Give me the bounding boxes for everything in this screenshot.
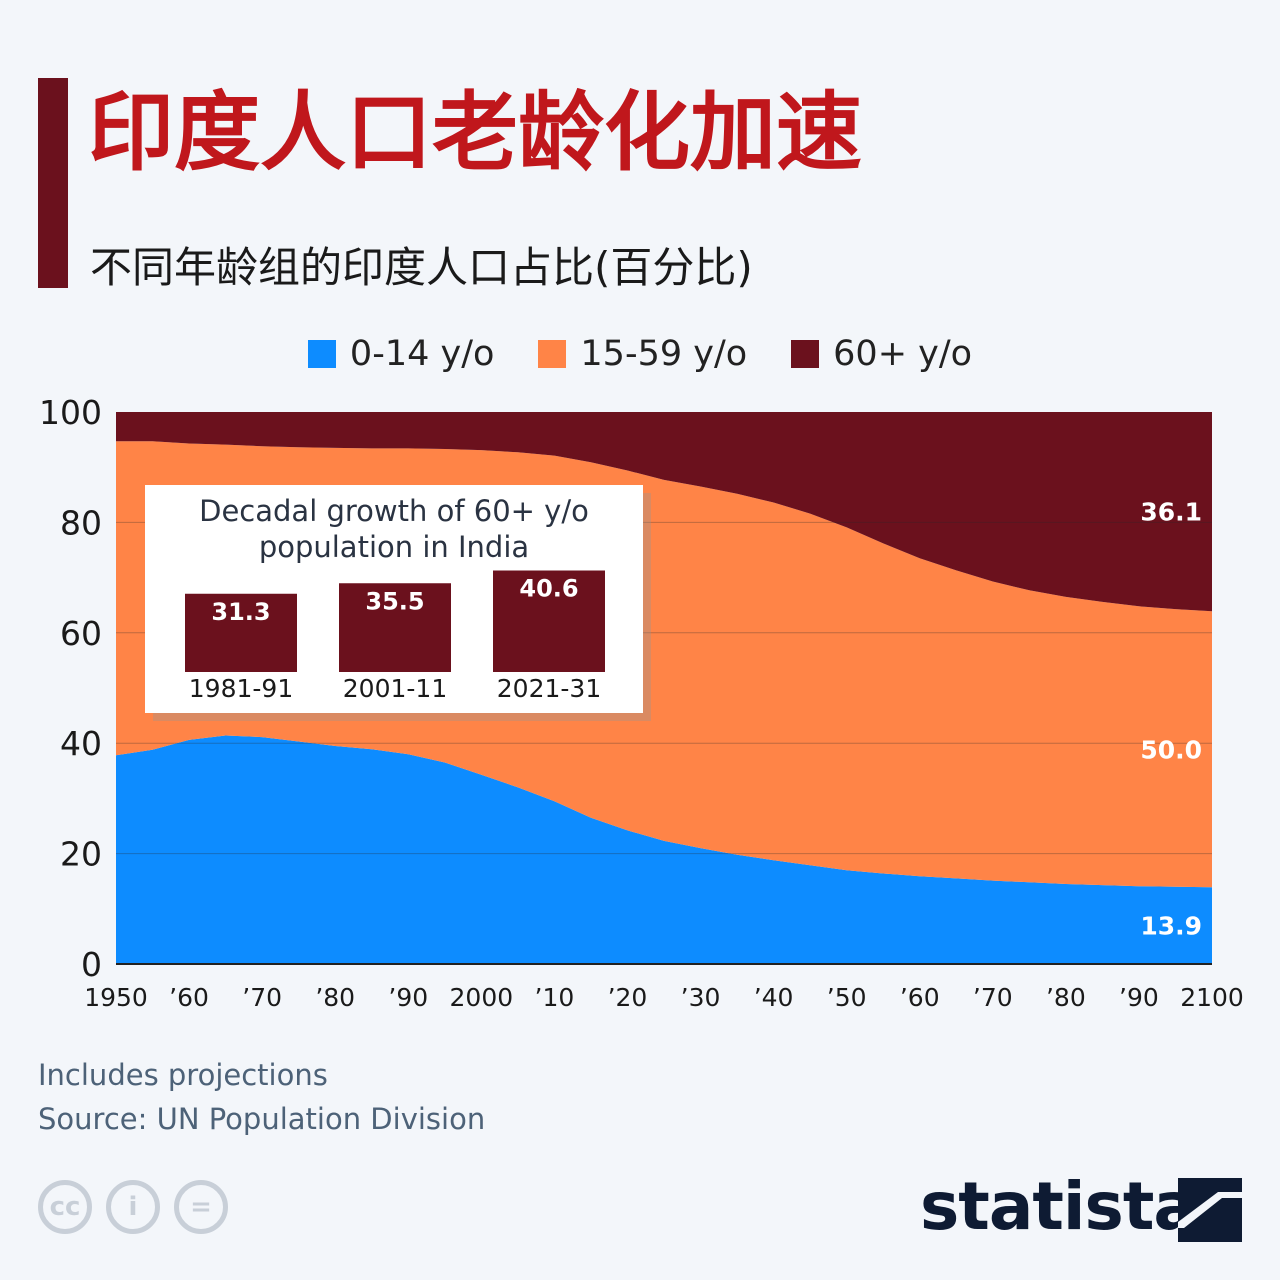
legend-swatch: [538, 340, 567, 368]
x-tick-label: ’90: [1119, 983, 1159, 1012]
x-tick-label: ’80: [1046, 983, 1086, 1012]
legend-swatch: [307, 340, 336, 368]
inset-bar: [493, 570, 605, 672]
x-tick-label: ’80: [315, 983, 355, 1012]
legend-item-60-plus: 60+ y/o: [791, 330, 972, 378]
x-tick-label: ’10: [535, 983, 575, 1012]
y-tick-label: 40: [60, 724, 102, 763]
x-tick-label: ’50: [827, 983, 867, 1012]
end-value-label: 50.0: [1140, 735, 1202, 764]
x-tick-label: ’90: [388, 983, 428, 1012]
inset-category-label: 1981-91: [189, 674, 293, 703]
area-series-2: [116, 412, 1212, 612]
projections-note: Includes projections: [38, 1058, 328, 1092]
y-tick-label: 0: [81, 945, 102, 984]
y-tick-label: 80: [60, 503, 102, 542]
legend-swatch: [791, 340, 820, 368]
end-value-label: 13.9: [1140, 912, 1202, 941]
x-tick-label: ’60: [900, 983, 940, 1012]
no-derivatives-icon[interactable]: =: [174, 1180, 228, 1234]
statista-logo-text[interactable]: statista: [920, 1168, 1198, 1245]
legend: 0-14 y/o 15-59 y/o 60+ y/o: [0, 330, 1280, 378]
x-tick-label: ’30: [681, 983, 721, 1012]
x-tick-label: ’70: [973, 983, 1013, 1012]
end-value-label: 36.1: [1140, 498, 1202, 527]
legend-item-15-59: 15-59 y/o: [538, 330, 747, 378]
source-note: Source: UN Population Division: [38, 1102, 486, 1136]
x-tick-label: 2100: [1180, 983, 1244, 1012]
inset-bar: [185, 593, 297, 672]
legend-item-0-14: 0-14 y/o: [307, 330, 495, 378]
inset-bar-value: 35.5: [365, 587, 424, 615]
area-series-0: [116, 735, 1212, 964]
inset-category-label: 2021-31: [497, 674, 601, 703]
inset-category-label: 2001-11: [343, 674, 447, 703]
inset-bars: 31.3 1981-91 35.5 2001-11 40.6 2021-31: [185, 570, 605, 703]
chart-subtitle: 不同年龄组的印度人口占比(百分比): [90, 243, 753, 292]
chart-title: 印度人口老龄化加速: [88, 83, 862, 183]
inset-bar-value: 40.6: [519, 575, 578, 603]
y-tick-label: 60: [60, 614, 102, 653]
inset-title: Decadal growth of 60+ y/o population in …: [199, 494, 589, 564]
legend-label: 0-14 y/o: [349, 334, 495, 374]
x-tick-label: 2000: [450, 983, 514, 1012]
legend-label: 60+ y/o: [833, 334, 973, 374]
x-tick-label: ’70: [242, 983, 282, 1012]
x-tick-label: ’40: [754, 983, 794, 1012]
x-tick-label: ’60: [169, 983, 209, 1012]
title-accent-bar: [38, 78, 68, 288]
license-icons: cc i =: [38, 1180, 228, 1234]
y-tick-label: 100: [39, 393, 102, 432]
x-tick-label: ’20: [608, 983, 648, 1012]
attribution-icon[interactable]: i: [106, 1180, 160, 1234]
inset-bar: [339, 583, 451, 672]
cc-icon[interactable]: cc: [38, 1180, 92, 1234]
inset-bar-chart: Decadal growth of 60+ y/o population in …: [145, 485, 643, 713]
legend-label: 15-59 y/o: [580, 334, 748, 374]
statista-logo-icon[interactable]: [1178, 1178, 1242, 1242]
x-tick-label: 1950: [84, 983, 148, 1012]
y-tick-label: 20: [60, 835, 102, 874]
inset-bar-value: 31.3: [211, 598, 270, 626]
